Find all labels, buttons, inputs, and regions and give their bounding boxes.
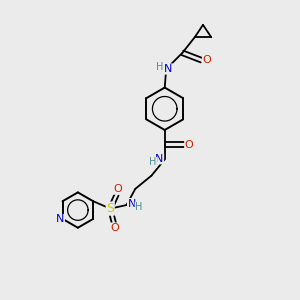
Text: N: N (128, 199, 136, 208)
Text: N: N (164, 64, 173, 74)
Text: O: O (185, 140, 194, 150)
Text: O: O (110, 223, 119, 233)
Text: H: H (149, 158, 157, 167)
Text: S: S (106, 202, 114, 215)
Text: O: O (202, 55, 211, 65)
Text: O: O (113, 184, 122, 194)
Text: N: N (56, 214, 64, 224)
Text: N: N (155, 154, 164, 164)
Text: H: H (135, 202, 142, 212)
Text: H: H (156, 62, 164, 72)
